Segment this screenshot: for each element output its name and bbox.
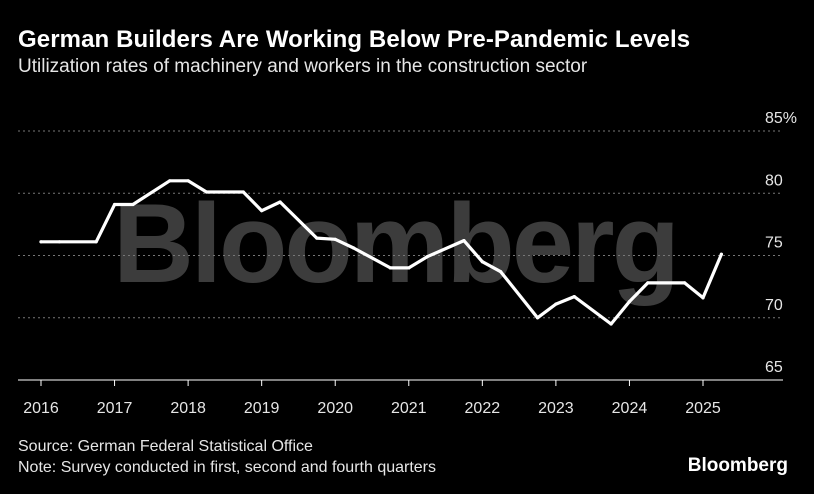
data-point <box>572 294 576 299</box>
data-point <box>112 202 117 207</box>
y-tick-label: 80 <box>765 172 783 189</box>
x-tick-label: 2017 <box>97 400 133 417</box>
data-point <box>425 255 429 259</box>
survey-note: Note: Survey conducted in first, second … <box>18 459 437 476</box>
data-point <box>241 190 245 194</box>
data-point <box>701 296 705 300</box>
y-axis-labels: 65 70 75 80 85% <box>765 110 797 376</box>
data-point <box>278 200 282 204</box>
data-point <box>609 322 613 326</box>
data-point <box>646 281 650 285</box>
chart-subtitle: Utilization rates of machinery and worke… <box>18 56 588 77</box>
data-point <box>535 316 540 320</box>
data-point <box>186 179 190 183</box>
x-tick-label: 2021 <box>391 400 427 417</box>
data-point <box>94 240 98 244</box>
x-tick-label: 2016 <box>23 400 59 417</box>
x-tick-label: 2025 <box>685 400 721 417</box>
x-tick-label: 2020 <box>317 400 353 417</box>
x-tick-label: 2024 <box>612 400 648 417</box>
source-note: Source: German Federal Statistical Offic… <box>18 438 313 455</box>
data-point <box>407 266 411 270</box>
data-point <box>499 270 503 274</box>
x-tick-label: 2019 <box>244 400 280 417</box>
x-tick-label: 2022 <box>465 400 501 417</box>
data-point <box>57 240 61 244</box>
x-tick-label: 2023 <box>538 400 574 417</box>
data-point <box>39 240 43 244</box>
data-point <box>627 299 632 304</box>
data-point <box>260 209 264 213</box>
bloomberg-logo: Bloomberg <box>687 455 788 476</box>
series-layer <box>39 179 724 326</box>
x-tick-label: 2018 <box>170 400 206 417</box>
data-point <box>388 266 392 270</box>
data-point <box>683 281 687 285</box>
data-point <box>333 237 337 241</box>
data-point <box>719 252 723 256</box>
data-point <box>315 236 319 240</box>
data-point <box>554 302 558 306</box>
data-point <box>204 190 209 194</box>
watermark-layer: Bloomberg <box>113 181 680 306</box>
chart-title: German Builders Are Working Below Pre-Pa… <box>18 26 691 53</box>
x-axis: 2016 2017 2018 2019 2020 2021 2022 2023 2024 2025 <box>18 379 783 417</box>
y-tick-label: 85% <box>765 110 797 127</box>
data-point <box>462 238 466 243</box>
y-tick-label: 65 <box>765 359 783 376</box>
y-tick-label: 70 <box>765 297 783 314</box>
data-point <box>352 246 356 250</box>
watermark-text: Bloomberg <box>113 181 677 306</box>
data-point <box>131 202 135 207</box>
y-tick-label: 75 <box>765 235 783 252</box>
data-point <box>168 179 172 183</box>
data-point <box>480 260 484 264</box>
